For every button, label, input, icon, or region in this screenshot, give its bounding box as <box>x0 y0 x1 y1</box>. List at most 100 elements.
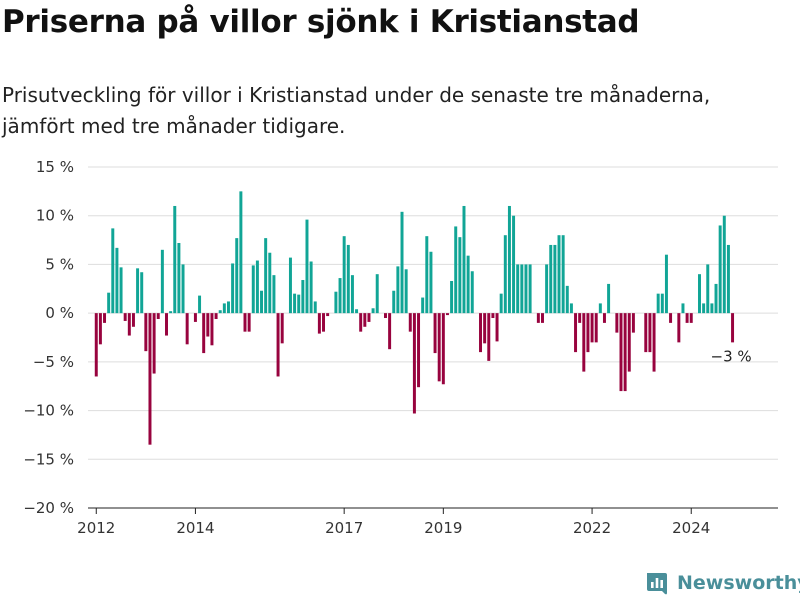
bar <box>293 293 297 314</box>
bar <box>355 309 359 314</box>
bar <box>466 255 470 314</box>
grid <box>88 166 778 460</box>
bar <box>648 313 652 353</box>
bar <box>404 269 408 314</box>
bar <box>288 257 292 314</box>
y-tick-label: −10 % <box>23 402 74 420</box>
bar <box>644 313 648 353</box>
bar <box>272 275 276 314</box>
bar <box>545 264 549 314</box>
newsworthy-logo-icon <box>647 573 667 595</box>
bar <box>429 251 433 314</box>
bar <box>156 313 160 319</box>
bar <box>491 313 495 319</box>
bar <box>165 313 168 336</box>
bar <box>140 272 144 314</box>
bar <box>173 205 177 314</box>
bar <box>722 215 726 314</box>
bar <box>565 285 569 314</box>
x-tick-label: 2024 <box>672 519 710 537</box>
bar <box>528 264 532 314</box>
bar <box>458 237 462 314</box>
bar <box>408 313 412 332</box>
brand-name: Newsworthy <box>677 572 800 594</box>
bar <box>425 236 429 314</box>
bar <box>495 313 499 342</box>
bar <box>268 252 272 314</box>
bar <box>363 313 367 327</box>
bar <box>392 290 396 314</box>
bar <box>421 297 425 314</box>
bar <box>334 291 338 314</box>
bar <box>718 225 722 314</box>
bar <box>107 292 111 314</box>
bar <box>322 313 325 332</box>
bar <box>185 313 189 345</box>
bar <box>396 266 400 314</box>
bar <box>313 301 317 314</box>
bar <box>470 271 474 314</box>
bar <box>569 303 573 314</box>
bar <box>582 313 586 372</box>
bar <box>181 264 185 314</box>
bar <box>664 254 668 314</box>
bar <box>685 313 689 323</box>
y-tick-label: −20 % <box>23 499 74 517</box>
bar <box>136 268 140 314</box>
bar <box>309 261 313 314</box>
chart-title: Priserna på villor sjönk i Kristianstad <box>2 4 640 40</box>
bar <box>367 313 371 322</box>
bar <box>669 313 673 323</box>
bar <box>503 235 507 314</box>
bar <box>590 313 594 343</box>
bar <box>111 228 115 314</box>
bar <box>437 313 441 382</box>
bar <box>280 313 284 344</box>
bar <box>417 313 421 388</box>
y-axis-labels: 15 % 10 % 5 % 0 % −5 % −10 % −15 % −20 % <box>23 158 74 517</box>
bar <box>226 301 230 314</box>
bar <box>714 283 718 314</box>
bar <box>607 283 611 314</box>
bar <box>160 249 164 314</box>
bar <box>148 313 152 445</box>
x-tick-label: 2022 <box>573 519 611 537</box>
bar <box>660 293 664 314</box>
bar <box>371 308 375 314</box>
bar <box>297 294 301 314</box>
bar <box>326 313 330 317</box>
bar <box>627 313 631 372</box>
bar <box>623 313 627 392</box>
bar <box>450 280 454 314</box>
bar <box>536 313 540 323</box>
bar <box>541 313 544 323</box>
bar <box>706 264 710 314</box>
bar <box>412 313 416 414</box>
bar <box>383 313 387 319</box>
bar <box>346 244 350 314</box>
bars <box>94 191 735 445</box>
bar <box>218 310 222 314</box>
bar <box>276 313 280 377</box>
x-tick-label: 2019 <box>424 519 462 537</box>
bar <box>574 313 578 353</box>
y-tick-label: −5 % <box>33 353 74 371</box>
bar <box>239 191 243 314</box>
y-tick-label: 10 % <box>36 207 74 225</box>
bar <box>698 274 701 314</box>
bar <box>193 313 197 322</box>
y-tick-label: −15 % <box>23 450 74 468</box>
bar <box>598 303 602 314</box>
bar <box>710 303 714 314</box>
bar <box>177 242 181 314</box>
bar <box>350 275 354 314</box>
bar <box>214 313 218 319</box>
bar <box>731 313 735 343</box>
bar <box>144 313 148 352</box>
bar <box>131 313 135 327</box>
bar <box>235 238 239 314</box>
bar <box>206 313 210 337</box>
x-tick-label: 2014 <box>176 519 214 537</box>
bar <box>619 313 623 392</box>
bar <box>586 313 590 353</box>
